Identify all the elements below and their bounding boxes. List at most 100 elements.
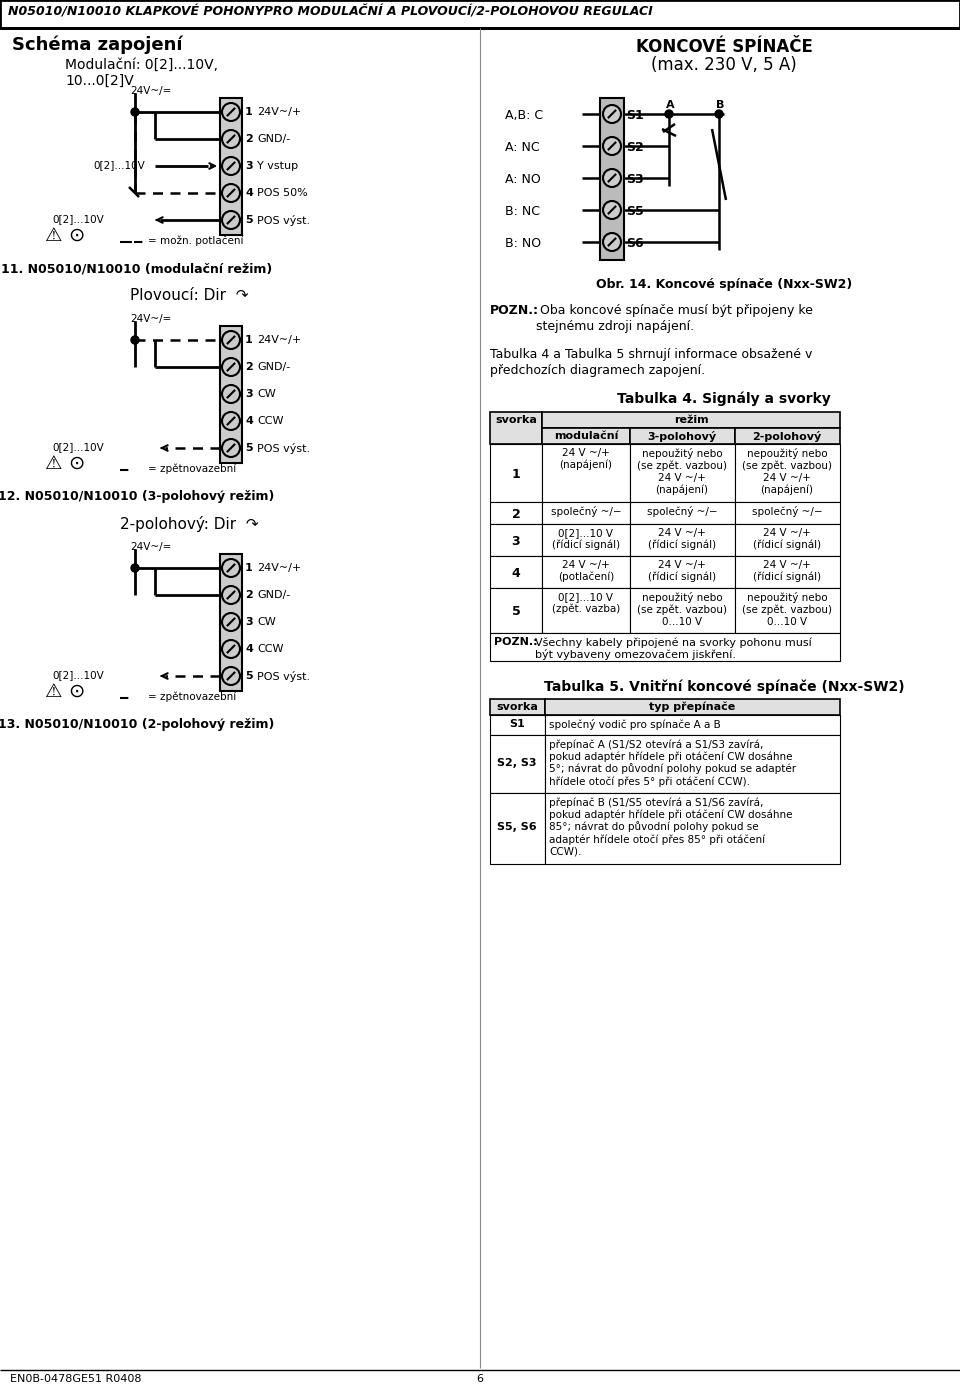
Text: CW: CW — [257, 388, 276, 400]
Text: 4: 4 — [245, 644, 252, 654]
Circle shape — [603, 168, 621, 187]
Text: 3-polohový: 3-polohový — [647, 432, 716, 443]
Text: společný ~/−: společný ~/− — [752, 507, 823, 516]
Bar — [545, 735, 840, 793]
Circle shape — [131, 564, 139, 572]
Bar — [490, 633, 840, 661]
Text: 24V~/=: 24V~/= — [130, 315, 172, 324]
Text: 2-polohový: Dir  ↷: 2-polohový: Dir ↷ — [120, 516, 258, 532]
Text: ⚠: ⚠ — [45, 226, 62, 245]
Text: Oba koncové spínače musí být připojeny ke: Oba koncové spínače musí být připojeny k… — [536, 303, 813, 317]
Text: 2: 2 — [512, 508, 520, 521]
Text: Plovoucí: Dir  ↷: Plovoucí: Dir ↷ — [130, 288, 249, 303]
Text: 3: 3 — [245, 388, 252, 400]
Text: 2: 2 — [245, 134, 252, 143]
Text: společný ~/−: společný ~/− — [647, 507, 717, 516]
Bar — [542, 444, 630, 503]
Text: 1: 1 — [245, 562, 252, 574]
Circle shape — [603, 136, 621, 155]
Text: 4: 4 — [512, 567, 520, 580]
Text: GND/-: GND/- — [257, 362, 290, 372]
Text: 0[2]...10V: 0[2]...10V — [93, 160, 145, 170]
Text: 1: 1 — [245, 335, 252, 345]
Text: CCW: CCW — [257, 416, 283, 426]
Text: = možn. potlačení: = možn. potlačení — [148, 237, 244, 246]
Bar — [545, 793, 840, 864]
Circle shape — [222, 184, 240, 202]
Bar — [220, 554, 242, 690]
Text: nepoužitý nebo
(se zpět. vazbou)
0...10 V: nepoužitý nebo (se zpět. vazbou) 0...10 … — [637, 592, 727, 626]
Bar — [542, 427, 630, 444]
Text: 5: 5 — [245, 214, 252, 226]
Text: 24V~/+: 24V~/+ — [257, 562, 301, 574]
Text: ⊙: ⊙ — [68, 682, 84, 702]
Text: 2: 2 — [245, 362, 252, 372]
Bar — [630, 444, 735, 503]
Text: S5, S6: S5, S6 — [497, 823, 537, 832]
Text: Všechny kabely připojené na svorky pohonu musí
být vybaveny omezovačem jiskření.: Všechny kabely připojené na svorky pohon… — [535, 638, 812, 660]
Text: POZN.:: POZN.: — [494, 638, 538, 647]
Text: Tabulka 5. Vnitřní koncové spínače (Nxx-SW2): Tabulka 5. Vnitřní koncové spínače (Nxx-… — [543, 679, 904, 693]
Text: POZN.:: POZN.: — [490, 303, 539, 317]
Bar — [542, 503, 630, 523]
Text: přepínač B (S1/S5 otevírá a S1/S6 zavírá,
pokud adaptér hřídele při otáčení CW d: přepínač B (S1/S5 otevírá a S1/S6 zavírá… — [549, 798, 793, 856]
Text: A,B: C: A,B: C — [505, 109, 543, 122]
Text: nepoužitý nebo
(se zpět. vazbou)
24 V ~/+
(napájení): nepoužitý nebo (se zpět. vazbou) 24 V ~/… — [742, 448, 832, 496]
Text: 4: 4 — [245, 416, 252, 426]
Text: EN0B-0478GE51 R0408: EN0B-0478GE51 R0408 — [10, 1374, 141, 1384]
Bar — [630, 587, 735, 633]
Circle shape — [222, 667, 240, 685]
Text: Obr. 14. Koncové spínače (Nxx-SW2): Obr. 14. Koncové spínače (Nxx-SW2) — [596, 278, 852, 291]
Text: typ přepínače: typ přepínače — [649, 702, 735, 713]
Text: = zpětnovazební: = zpětnovazební — [148, 464, 236, 475]
Text: ⚠: ⚠ — [45, 682, 62, 702]
Bar — [490, 715, 545, 735]
Text: stejnému zdroji napájení.: stejnému zdroji napájení. — [536, 320, 694, 333]
Text: S2, S3: S2, S3 — [497, 759, 537, 768]
Text: společný vodič pro spínače A a B: společný vodič pro spínače A a B — [549, 720, 721, 729]
Bar — [735, 427, 840, 444]
Text: svorka: svorka — [495, 415, 537, 425]
Circle shape — [222, 103, 240, 121]
Bar — [630, 555, 735, 587]
Circle shape — [222, 412, 240, 430]
Bar — [542, 523, 630, 555]
Bar — [490, 523, 542, 555]
Bar — [600, 97, 624, 260]
Circle shape — [603, 104, 621, 122]
Circle shape — [222, 560, 240, 578]
Text: 24V~/+: 24V~/+ — [257, 335, 301, 345]
Text: (max. 230 V, 5 A): (max. 230 V, 5 A) — [651, 56, 797, 74]
Text: 24V~/=: 24V~/= — [130, 541, 172, 553]
Text: Obr. 13. N05010/N10010 (2-polohový režim): Obr. 13. N05010/N10010 (2-polohový režim… — [0, 718, 275, 731]
Text: 24 V ~/+
(řídicí signál): 24 V ~/+ (řídicí signál) — [648, 528, 716, 550]
Bar — [490, 444, 542, 503]
Text: S1: S1 — [509, 720, 525, 729]
Text: S5: S5 — [626, 205, 644, 219]
Text: 24 V ~/+
(potlačení): 24 V ~/+ (potlačení) — [558, 560, 614, 582]
Text: POS výst.: POS výst. — [257, 214, 310, 226]
Bar — [542, 587, 630, 633]
Text: 0[2]...10V: 0[2]...10V — [52, 670, 104, 681]
Text: 6: 6 — [476, 1374, 484, 1384]
Text: Y vstup: Y vstup — [257, 161, 299, 171]
Bar — [542, 555, 630, 587]
Text: 3: 3 — [512, 535, 520, 548]
Circle shape — [603, 200, 621, 219]
Circle shape — [222, 438, 240, 457]
Text: Obr. 11. N05010/N10010 (modulační režim): Obr. 11. N05010/N10010 (modulační režim) — [0, 262, 272, 276]
Text: 24V~/+: 24V~/+ — [257, 107, 301, 117]
Text: ⊙: ⊙ — [68, 454, 84, 473]
Circle shape — [222, 129, 240, 148]
Text: POS výst.: POS výst. — [257, 443, 310, 454]
Text: předchozích diagramech zapojení.: předchozích diagramech zapojení. — [490, 363, 706, 377]
Circle shape — [222, 157, 240, 175]
Text: A: NO: A: NO — [505, 173, 540, 187]
Circle shape — [222, 586, 240, 604]
Text: 5: 5 — [245, 671, 252, 681]
Text: 2: 2 — [245, 590, 252, 600]
Text: CW: CW — [257, 617, 276, 626]
Text: modulační: modulační — [554, 432, 618, 441]
Bar — [630, 523, 735, 555]
Text: 0[2]...10 V
(zpět. vazba): 0[2]...10 V (zpět. vazba) — [552, 592, 620, 614]
